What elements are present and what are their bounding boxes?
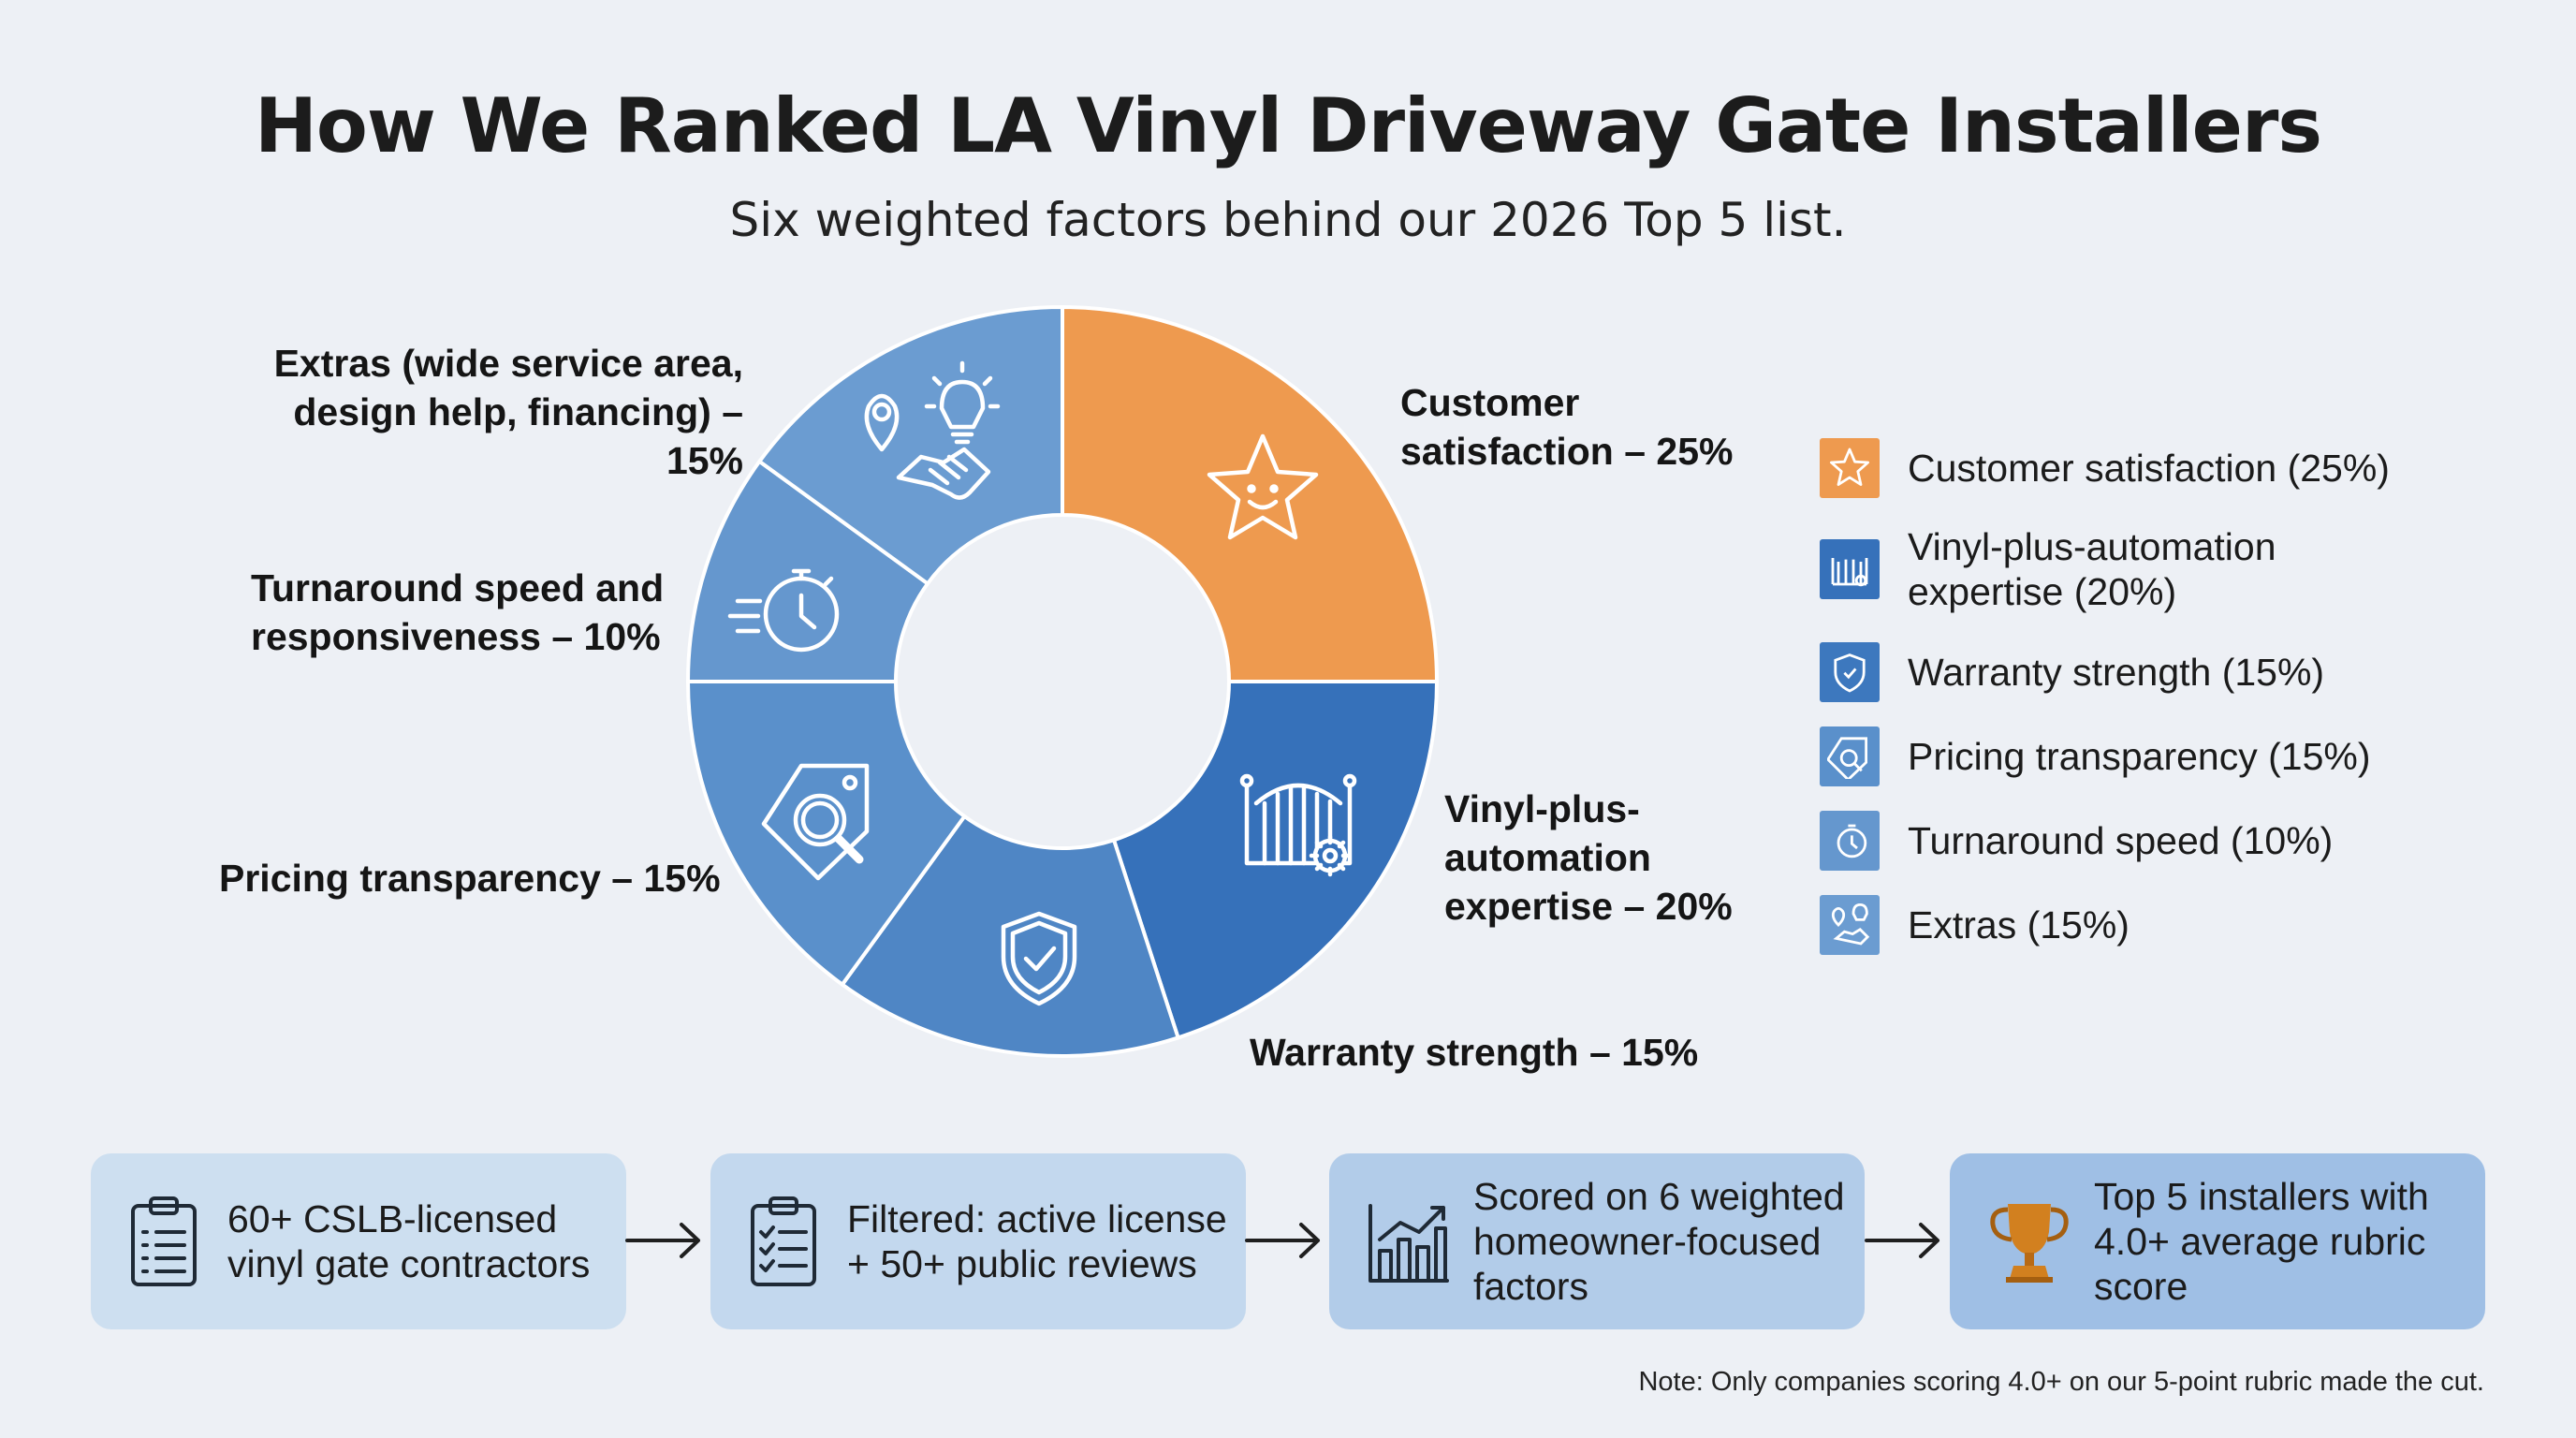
flow-line: 60+ CSLB-licensed <box>227 1197 558 1240</box>
flow-step-top5: Top 5 installers with 4.0+ average rubri… <box>1950 1153 2485 1329</box>
legend-label: Extras (15%) <box>1908 902 2130 947</box>
pin-bulb-handshake-icon <box>864 360 1001 500</box>
legend-item-vinyl-automation: Vinyl-plus-automation expertise (20%) <box>1820 524 2276 614</box>
label-line: Vinyl-plus- <box>1444 787 1640 830</box>
legend-swatch <box>1820 811 1880 871</box>
pin-bulb-handshake-icon <box>1831 902 1870 946</box>
flow-step-label: 60+ CSLB-licensed vinyl gate contractors <box>227 1196 590 1286</box>
label-line: Pricing transparency – 15% <box>219 857 721 900</box>
legend-swatch <box>1820 726 1880 786</box>
label-line: Warranty strength – 15% <box>1250 1031 1699 1074</box>
flow-line: factors <box>1473 1265 1589 1308</box>
flow-step-scored: Scored on 6 weighted homeowner-focused f… <box>1329 1153 1865 1329</box>
legend-label: Pricing transparency (15%) <box>1908 734 2370 779</box>
flow-step-label: Top 5 installers with 4.0+ average rubri… <box>2094 1174 2429 1309</box>
label-turnaround-speed: Turnaround speed and responsiveness – 10… <box>251 564 664 661</box>
label-pricing-transparency: Pricing transparency – 15% <box>219 854 721 902</box>
legend-item-warranty-strength: Warranty strength (15%) <box>1820 642 2324 702</box>
legend-line: Pricing transparency (15%) <box>1908 735 2371 778</box>
legend-line: Vinyl-plus-automation <box>1908 525 2276 568</box>
slice-customer-satisfaction <box>1061 304 1440 683</box>
label-line: Turnaround speed and <box>251 566 665 609</box>
legend-label: Customer satisfaction (25%) <box>1908 446 2390 491</box>
shield-check-icon <box>1834 653 1866 693</box>
legend-label: Warranty strength (15%) <box>1908 650 2324 695</box>
legend-swatch <box>1820 438 1880 498</box>
flow-line: homeowner-focused <box>1473 1220 1822 1263</box>
legend-line: Turnaround speed (10%) <box>1908 819 2334 862</box>
trophy-icon <box>1990 1204 2069 1283</box>
label-extras: Extras (wide service area, design help, … <box>213 339 743 485</box>
label-customer-satisfaction: Customer satisfaction – 25% <box>1400 378 1734 476</box>
legend-swatch <box>1820 539 1880 599</box>
flow-line: 4.0+ average rubric <box>2094 1220 2426 1263</box>
gate-gear-icon <box>1831 558 1868 587</box>
flow-line: score <box>2094 1265 2188 1308</box>
flow-line: vinyl gate contractors <box>227 1242 591 1285</box>
slice-warranty-strength <box>840 814 1181 1058</box>
clipboard-list-icon <box>131 1196 197 1286</box>
stopwatch-icon <box>727 568 840 653</box>
arrow-right-icon <box>1865 1223 1939 1258</box>
slice-extras <box>756 304 1064 587</box>
price-tag-search-icon <box>1827 737 1867 779</box>
legend-line: Extras (15%) <box>1908 903 2130 946</box>
clipboard-check-icon <box>751 1196 816 1286</box>
flow-step-label: Scored on 6 weighted homeowner-focused f… <box>1473 1174 1845 1309</box>
legend-item-extras: Extras (15%) <box>1820 895 2130 955</box>
legend-item-customer-satisfaction: Customer satisfaction (25%) <box>1820 438 2390 498</box>
flow-line: Scored on 6 weighted <box>1473 1175 1845 1218</box>
label-line: expertise – 20% <box>1444 885 1733 928</box>
legend-line: expertise (20%) <box>1908 570 2177 613</box>
label-line: design help, financing) – 15% <box>293 390 743 482</box>
arrow-right-icon <box>625 1223 700 1258</box>
flow-line: Top 5 installers with <box>2094 1175 2429 1218</box>
flow-line: + 50+ public reviews <box>847 1242 1197 1285</box>
flow-step-filtered: Filtered: active license + 50+ public re… <box>710 1153 1246 1329</box>
legend-swatch <box>1820 642 1880 702</box>
star-face-icon <box>1207 433 1319 540</box>
legend-label: Vinyl-plus-automation expertise (20%) <box>1908 524 2276 614</box>
arrow-right-icon <box>1245 1223 1320 1258</box>
slice-pricing-transparency <box>685 680 968 988</box>
label-line: Extras (wide service area, <box>273 342 743 385</box>
price-tag-search-icon <box>761 763 870 881</box>
label-line: automation <box>1444 836 1651 879</box>
label-line: Customer <box>1400 381 1580 424</box>
shield-check-icon <box>1001 911 1077 1006</box>
flow-line: Filtered: active license <box>847 1197 1227 1240</box>
flow-step-label: Filtered: active license + 50+ public re… <box>847 1196 1227 1286</box>
label-warranty-strength: Warranty strength – 15% <box>1250 1028 1698 1077</box>
legend-line: Customer satisfaction (25%) <box>1908 447 2390 490</box>
legend-swatch <box>1820 895 1880 955</box>
label-line: satisfaction – 25% <box>1400 430 1734 473</box>
bar-chart-icon <box>1368 1204 1449 1283</box>
legend-item-turnaround-speed: Turnaround speed (10%) <box>1820 811 2333 871</box>
label-line: responsiveness – 10% <box>251 615 661 658</box>
legend-line: Warranty strength (15%) <box>1908 651 2325 694</box>
footnote: Note: Only companies scoring 4.0+ on our… <box>1638 1367 2484 1397</box>
legend-label: Turnaround speed (10%) <box>1908 818 2333 863</box>
legend-item-pricing-transparency: Pricing transparency (15%) <box>1820 726 2370 786</box>
page-title: How We Ranked LA Vinyl Driveway Gate Ins… <box>254 82 2322 169</box>
star-face-icon <box>1830 448 1869 486</box>
label-vinyl-automation: Vinyl-plus- automation expertise – 20% <box>1444 785 1733 931</box>
gate-gear-icon <box>1239 773 1357 877</box>
stopwatch-icon <box>1837 824 1867 858</box>
flow-step-contractors: 60+ CSLB-licensed vinyl gate contractors <box>91 1153 626 1329</box>
page-subtitle: Six weighted factors behind our 2026 Top… <box>729 193 1847 247</box>
slice-vinyl-automation <box>1111 680 1440 1040</box>
